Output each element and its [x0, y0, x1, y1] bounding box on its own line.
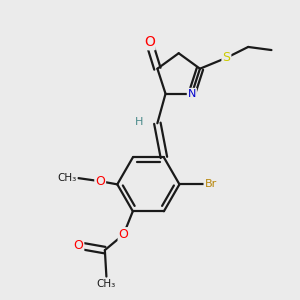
- Text: CH₃: CH₃: [58, 173, 77, 183]
- Text: Br: Br: [204, 179, 217, 189]
- Text: S: S: [222, 51, 230, 64]
- Text: O: O: [144, 35, 155, 49]
- Text: O: O: [74, 239, 83, 252]
- Text: O: O: [118, 228, 128, 241]
- Text: O: O: [95, 175, 105, 188]
- Text: H: H: [135, 117, 144, 127]
- Text: CH₃: CH₃: [97, 279, 116, 289]
- Text: N: N: [188, 89, 196, 99]
